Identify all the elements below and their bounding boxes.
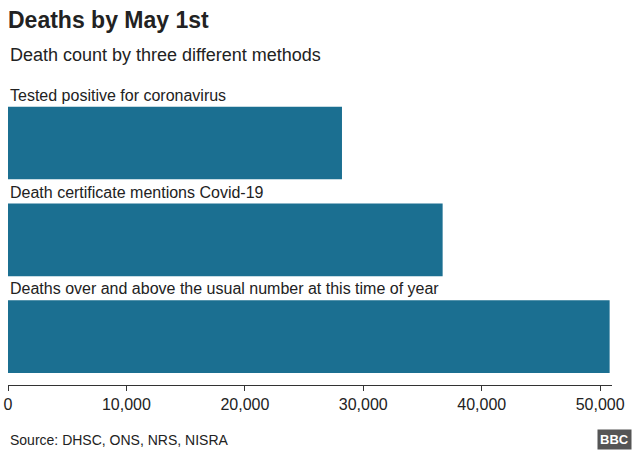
svg-text:0: 0 xyxy=(4,396,13,413)
svg-text:Source: DHSC, ONS, NRS, NISRA: Source: DHSC, ONS, NRS, NISRA xyxy=(10,432,228,448)
svg-text:BBC: BBC xyxy=(600,432,629,447)
svg-text:Death certificate mentions Cov: Death certificate mentions Covid-19 xyxy=(10,184,264,201)
svg-text:40,000: 40,000 xyxy=(457,396,506,413)
svg-text:20,000: 20,000 xyxy=(220,396,269,413)
svg-text:Deaths by May 1st: Deaths by May 1st xyxy=(8,7,209,33)
svg-text:Death count by three different: Death count by three different methods xyxy=(10,45,321,65)
svg-text:30,000: 30,000 xyxy=(339,396,388,413)
svg-text:50,000: 50,000 xyxy=(576,396,625,413)
svg-text:Deaths over and above the usua: Deaths over and above the usual number a… xyxy=(10,280,439,297)
svg-text:Tested positive for coronaviru: Tested positive for coronavirus xyxy=(10,87,226,104)
svg-text:10,000: 10,000 xyxy=(102,396,151,413)
